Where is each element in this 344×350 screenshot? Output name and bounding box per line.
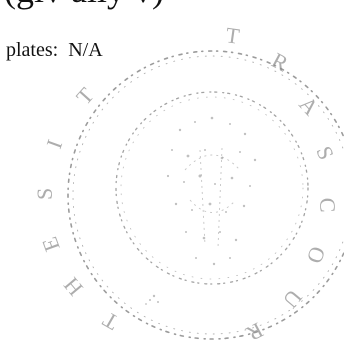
svg-text:R: R xyxy=(242,318,267,347)
plates-field: plates: N/A xyxy=(6,38,103,62)
svg-text:U: U xyxy=(278,285,307,313)
svg-text:T: T xyxy=(98,307,123,336)
svg-text:S: S xyxy=(311,143,339,164)
plates-value: N/A xyxy=(68,39,103,61)
plates-label: plates: xyxy=(6,39,59,61)
svg-text:C: C xyxy=(315,197,340,213)
svg-text:R: R xyxy=(268,47,293,76)
cropped-top-text: (giv ally v) xyxy=(4,0,164,10)
svg-text:O: O xyxy=(302,243,331,266)
svg-text:T: T xyxy=(71,82,99,109)
svg-text:S: S xyxy=(32,188,57,200)
svg-text:H: H xyxy=(58,273,87,301)
svg-text:A: A xyxy=(294,92,323,121)
svg-text:I: I xyxy=(41,136,67,151)
svg-text:E: E xyxy=(37,234,65,255)
svg-text:T: T xyxy=(224,22,241,49)
